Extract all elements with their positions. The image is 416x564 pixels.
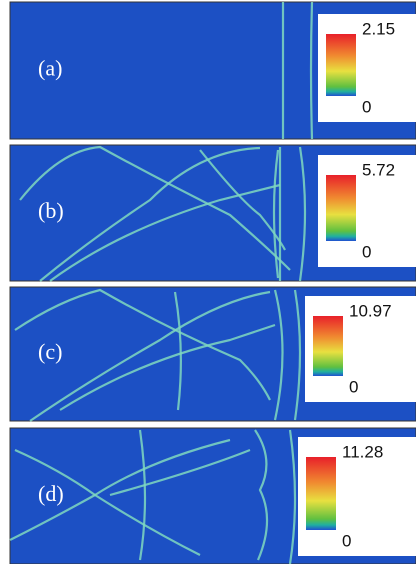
panel-label: (d) bbox=[38, 481, 64, 506]
panel-label: (b) bbox=[38, 198, 64, 223]
wave-front bbox=[14, 288, 271, 401]
colorbar-max: 5.72 bbox=[362, 160, 395, 179]
colorbar-max: 11.28 bbox=[342, 442, 383, 461]
wave-front bbox=[109, 448, 251, 497]
colorbar-min: 0 bbox=[342, 531, 351, 550]
wave-front bbox=[173, 291, 182, 411]
panel-label: (a) bbox=[38, 56, 62, 81]
wave-front bbox=[49, 183, 281, 282]
colorbar-min: 0 bbox=[362, 97, 371, 116]
wave-front bbox=[29, 290, 271, 422]
colorbar bbox=[326, 34, 356, 96]
wave-front bbox=[39, 146, 261, 282]
wave-front bbox=[293, 289, 302, 421]
wave-front bbox=[288, 429, 297, 564]
wave-front bbox=[298, 146, 307, 282]
colorbar-max: 10.97 bbox=[349, 301, 392, 320]
wave-front bbox=[59, 323, 276, 411]
wave-front bbox=[273, 289, 284, 421]
colorbar bbox=[313, 316, 343, 376]
wave-front bbox=[138, 429, 147, 561]
wave-front bbox=[254, 429, 269, 561]
colorbar-min: 0 bbox=[349, 377, 358, 396]
wave-front bbox=[19, 145, 291, 271]
colorbar bbox=[326, 175, 356, 241]
colorbar bbox=[306, 457, 336, 530]
colorbar-max: 2.15 bbox=[362, 19, 395, 38]
wave-front bbox=[309, 1, 314, 140]
wave-front bbox=[9, 438, 231, 541]
panel-label: (c) bbox=[38, 339, 62, 364]
wave-front bbox=[272, 149, 280, 279]
colorbar-min: 0 bbox=[362, 242, 371, 261]
